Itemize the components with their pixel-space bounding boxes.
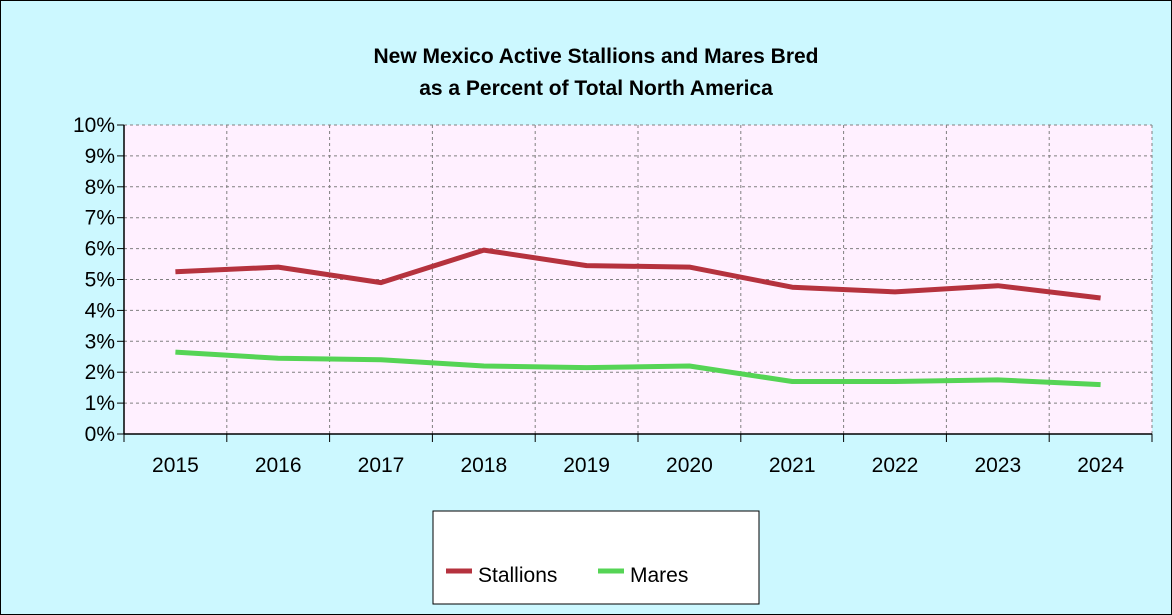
legend: Stallions Mares — [432, 510, 760, 605]
y-tick-label: 5% — [85, 269, 115, 292]
series-layer — [175, 247, 1101, 388]
x-tick-label: 2024 — [1077, 454, 1124, 477]
y-tick-label: 1% — [85, 392, 115, 415]
axes: 0% 1% 2% 3% 4% 5% 6% 7% 8% 9% 10% 2015 2016 2017 2018 2… — [73, 114, 1153, 477]
x-tick-label: 2017 — [358, 454, 405, 477]
series-line-mares — [175, 349, 1101, 388]
x-tick-label: 2019 — [563, 454, 610, 477]
y-tick-label: 10% — [73, 114, 115, 137]
legend-label-mares: Mares — [630, 564, 688, 587]
legend-box — [432, 510, 760, 605]
chart-title: New Mexico Active Stallions and Mares Br… — [373, 45, 818, 68]
y-tick-label: 3% — [85, 330, 115, 353]
series-line-stallions — [175, 247, 1101, 301]
chart-subtitle: as a Percent of Total North America — [419, 77, 773, 100]
x-tick-label: 2020 — [666, 454, 713, 477]
legend-label-stallions: Stallions — [478, 564, 557, 587]
y-tick-label: 6% — [85, 238, 115, 261]
y-tick-label: 8% — [85, 176, 115, 199]
y-tick-label: 9% — [85, 145, 115, 168]
y-tick-label: 7% — [85, 207, 115, 230]
y-tick-label: 4% — [85, 299, 115, 322]
plot-area — [124, 125, 1152, 434]
x-tick-label: 2018 — [460, 454, 507, 477]
x-tick-label: 2016 — [255, 454, 302, 477]
x-tick-label: 2023 — [974, 454, 1021, 477]
y-tick-label: 2% — [85, 361, 115, 384]
x-tick-label: 2015 — [152, 454, 199, 477]
x-tick-label: 2022 — [872, 454, 919, 477]
x-tick-label: 2021 — [769, 454, 816, 477]
y-tick-label: 0% — [85, 423, 115, 446]
